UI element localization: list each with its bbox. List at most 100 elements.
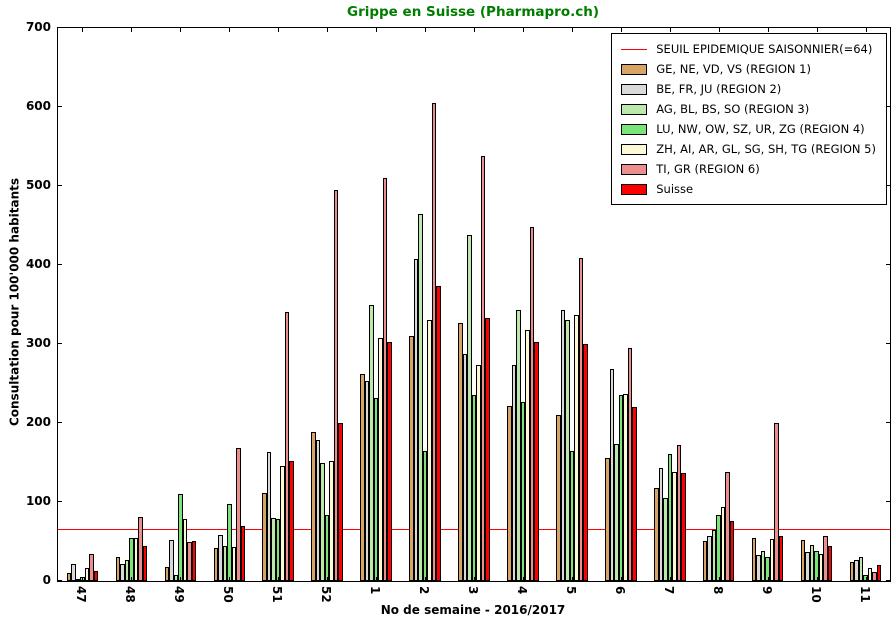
x-tick [620,28,622,32]
bar-week6-series5 [623,393,628,581]
y-tick-label: 600 [25,99,51,113]
bar-week11-series2 [854,559,859,581]
legend-label: LU, NW, OW, SZ, UR, ZG (REGION 4) [656,122,865,136]
x-tick [718,577,720,581]
y-tick [58,185,62,186]
y-tick [886,501,890,502]
x-tick-label: 10 [808,586,823,603]
bar-week2-series3 [418,213,423,581]
legend-item: Suisse [621,179,876,199]
bar-week1-series1 [360,374,365,581]
bar-week51-series5 [280,466,285,581]
x-tick-label: 52 [319,586,334,603]
legend-color-swatch [621,163,648,175]
bar-week47-series1 [66,573,72,581]
x-tick [669,577,671,581]
bar-week8-series2 [707,535,712,581]
x-tick [669,28,671,32]
y-tick [58,27,62,28]
x-tick [571,577,573,581]
x-tick [278,577,280,581]
bar-week5-series6 [578,257,584,581]
x-tick [767,28,769,32]
x-tick [327,28,329,32]
bar-week3-series7 [485,317,490,581]
x-tick-label: 7 [661,586,676,595]
bar-week5-series5 [574,314,579,581]
bar-week7-series7 [681,472,686,581]
bar-week48-series2 [120,563,125,581]
bar-week9-series1 [751,537,757,581]
y-tick [886,580,890,581]
legend-label: SEUIL EPIDEMIQUE SAISONNIER(=64) [656,42,873,56]
bar-week48-series6 [138,517,143,581]
y-tick-label: 300 [25,336,51,350]
legend: SEUIL EPIDEMIQUE SAISONNIER(=64) GE, NE, … [611,33,887,205]
x-tick [131,28,133,32]
x-tick-label: 51 [270,586,285,603]
bar-week48-series1 [115,556,121,581]
bar-week4-series1 [507,405,512,581]
bar-week52-series6 [333,189,339,581]
x-tick [865,28,867,32]
x-tick [816,577,818,581]
y-tick-label: 500 [25,178,51,192]
bar-week9-series6 [774,423,779,581]
x-tick-label: 50 [221,586,236,603]
x-tick-label: 3 [466,586,480,595]
bar-week6-series1 [605,457,610,581]
bar-week3-series1 [458,322,463,581]
x-tick-label: 2 [417,586,432,595]
bar-week49-series3 [173,574,179,581]
legend-color-swatch [621,183,648,195]
bar-week4-series7 [534,341,539,581]
y-tick [886,422,890,423]
bar-week50-series2 [218,535,223,581]
bar-week10-series5 [818,554,824,581]
bar-week8-series3 [711,529,717,581]
y-tick [58,580,62,581]
bar-week11-series7 [876,565,882,581]
bar-week6-series3 [614,444,619,581]
bar-week2-series1 [409,336,414,581]
bar-week2-series7 [436,286,441,581]
bar-week50-series3 [222,546,228,581]
bar-week5-series2 [560,310,566,581]
bar-week2-series2 [413,258,419,581]
bar-week51-series7 [289,460,294,581]
x-tick [620,577,622,581]
y-tick [886,264,890,265]
bar-week52-series7 [338,423,343,581]
x-tick [180,577,182,581]
x-tick [718,28,720,32]
bar-week52-series2 [315,440,321,581]
legend-label: AG, BL, BS, SO (REGION 3) [656,102,810,116]
bar-week10-series2 [805,551,810,581]
bar-week9-series3 [760,550,766,581]
bar-week49-series6 [187,541,192,581]
bar-week2-series5 [427,320,432,581]
legend-label: ZH, AI, AR, GL, SG, SH, TG (REGION 5) [656,142,876,156]
legend-item: BE, FR, JU (REGION 2) [621,79,876,99]
bar-week7-series6 [676,445,681,581]
bar-week7-series5 [672,471,677,581]
x-tick [865,577,867,581]
bar-week8-series1 [702,540,708,581]
bar-week51-series6 [284,312,290,581]
y-tick-label: 400 [25,257,51,271]
bar-week1-series5 [378,337,383,581]
bar-week48-series7 [142,546,148,581]
x-tick [82,28,84,32]
x-tick-label: 9 [759,586,774,595]
chart-title: Grippe en Suisse (Pharmapro.ch) [346,4,600,20]
bar-week47-series3 [75,579,81,581]
x-tick-label: 11 [857,586,872,603]
x-tick [522,28,524,32]
legend-item: ZH, AI, AR, GL, SG, SH, TG (REGION 5) [621,139,876,159]
bar-week48-series3 [124,559,130,581]
bar-week5-series7 [583,344,588,581]
bar-week8-series6 [725,471,730,581]
bar-week3-series2 [462,354,468,581]
bar-week49-series7 [191,540,197,581]
bar-week10-series6 [823,535,828,581]
